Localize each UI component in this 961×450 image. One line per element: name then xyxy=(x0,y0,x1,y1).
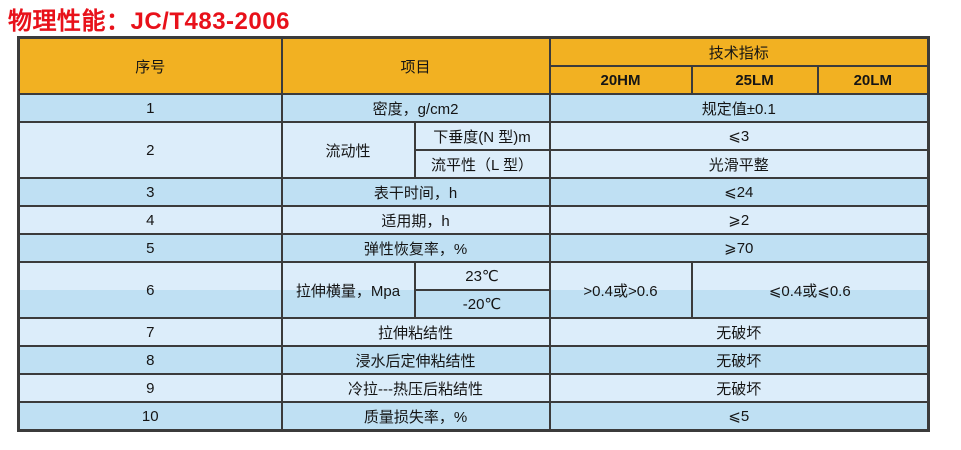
serial-cell: 5 xyxy=(17,233,283,263)
item-cell: 密度，g/cm2 xyxy=(280,93,551,123)
serial-cell: 8 xyxy=(17,345,283,375)
table-row-4: 4 适用期，h ⩾2 xyxy=(17,205,930,235)
table-row-5: 5 弹性恢复率，% ⩾70 xyxy=(17,233,930,263)
table-row-1: 1 密度，g/cm2 规定值±0.1 xyxy=(17,93,930,123)
condition-cell-minus20c: -20℃ xyxy=(413,289,551,319)
condition-cell-23c: 23℃ xyxy=(413,261,551,291)
header-cell-model-20hm: 20HM xyxy=(548,65,693,95)
value-cell: 光滑平整 xyxy=(548,149,930,179)
table-row-9: 9 冷拉---热压后粘结性 无破坏 xyxy=(17,373,930,403)
value-cell: 无破坏 xyxy=(548,345,930,375)
header-cell-serial: 序号 xyxy=(17,36,283,95)
value-cell: ⩾70 xyxy=(548,233,930,263)
header-row-1: 序号 项目 技术指标 xyxy=(17,36,930,95)
item-cell: 冷拉---热压后粘结性 xyxy=(280,373,551,403)
item-cell: 浸水后定伸粘结性 xyxy=(280,345,551,375)
table-row-3: 3 表干时间，h ⩽24 xyxy=(17,177,930,207)
spec-table: 序号 项目 技术指标 20HM 25LM 20LM 1 密度，g/cm2 规定值… xyxy=(17,36,931,432)
value-cell: 无破坏 xyxy=(548,317,930,347)
header-cell-item: 项目 xyxy=(280,36,551,95)
table-row-2b: 流平性（L 型） 光滑平整 xyxy=(19,149,930,179)
sub-item-cell: 流平性（L 型） xyxy=(413,149,551,179)
value-cell: 无破坏 xyxy=(548,373,930,403)
item-cell: 流动性 xyxy=(280,121,416,179)
item-cell: 表干时间，h xyxy=(280,177,551,207)
item-cell: 适用期，h xyxy=(280,205,551,235)
value-cell: ⩽24 xyxy=(548,177,930,207)
table-row-2a: 2 流动性 下垂度(N 型)m ⩽3 xyxy=(17,121,930,179)
serial-cell: 7 xyxy=(17,317,283,347)
serial-cell: 6 xyxy=(17,261,283,319)
table-row-10: 10 质量损失率，% ⩽5 xyxy=(17,401,930,432)
serial-cell: 9 xyxy=(17,373,283,403)
page-title: 物理性能：JC/T483-2006 xyxy=(8,8,290,35)
serial-cell: 1 xyxy=(17,93,283,123)
value-cell-25lm-20lm: ⩽0.4或⩽0.6 xyxy=(690,261,930,319)
item-cell: 弹性恢复率，% xyxy=(280,233,551,263)
sub-item-cell: 下垂度(N 型)m xyxy=(413,121,551,151)
table-row-7: 7 拉伸粘结性 无破坏 xyxy=(17,317,930,347)
value-cell: ⩾2 xyxy=(548,205,930,235)
serial-cell: 4 xyxy=(17,205,283,235)
header-cell-spec: 技术指标 xyxy=(548,36,930,67)
item-cell: 质量损失率，% xyxy=(280,401,551,432)
value-cell: ⩽5 xyxy=(548,401,930,432)
header-cell-model-20lm: 20LM xyxy=(816,65,930,95)
value-cell-20hm: >0.4或>0.6 xyxy=(548,261,693,319)
table-row-6a: 6 拉伸横量，Mpa 23℃ >0.4或>0.6 ⩽0.4或⩽0.6 xyxy=(17,261,930,319)
header-cell-model-25lm: 25LM xyxy=(690,65,819,95)
value-cell: 规定值±0.1 xyxy=(548,93,930,123)
serial-cell: 10 xyxy=(17,401,283,432)
table-row-8: 8 浸水后定伸粘结性 无破坏 xyxy=(17,345,930,375)
item-cell: 拉伸横量，Mpa xyxy=(280,261,416,319)
value-cell: ⩽3 xyxy=(548,121,930,151)
serial-cell: 2 xyxy=(17,121,283,179)
table-row-6b: -20℃ xyxy=(19,289,929,319)
item-cell: 拉伸粘结性 xyxy=(280,317,551,347)
header-row-2: 20HM 25LM 20LM xyxy=(19,65,930,95)
serial-cell: 3 xyxy=(17,177,283,207)
